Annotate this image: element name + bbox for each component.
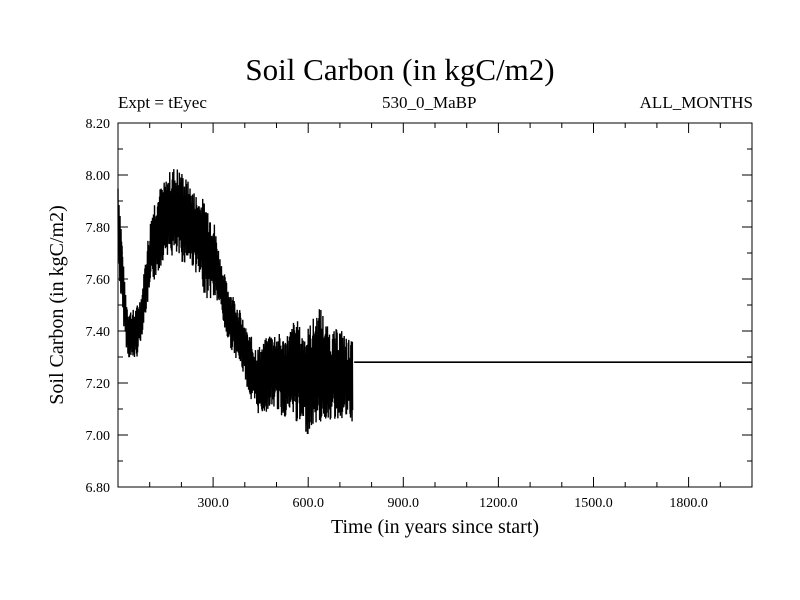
x-tick-label: 1200.0: [479, 496, 518, 511]
subtitle-months: ALL_MONTHS: [639, 93, 753, 112]
subtitle-experiment: Expt = tEyec: [118, 93, 207, 112]
y-tick-label: 8.20: [86, 117, 111, 132]
y-tick-label: 7.20: [86, 377, 111, 392]
y-tick-label: 6.80: [86, 481, 111, 496]
y-tick-label: 7.00: [86, 429, 111, 444]
y-axis-label: Soil Carbon (in kgC/m2): [46, 205, 68, 404]
subtitle-period: 530_0_MaBP: [382, 93, 477, 112]
chart-title: Soil Carbon (in kgC/m2): [245, 52, 555, 87]
x-tick-label: 600.0: [292, 496, 324, 511]
x-tick-label: 900.0: [388, 496, 420, 511]
x-tick-label: 300.0: [197, 496, 229, 511]
axis-ticks: 300.0 600.0 900.0 1200.0 1500.0 1800.0 6.80 7.0…: [86, 117, 752, 511]
plot-area: [117, 169, 752, 435]
series-line-variable: [117, 169, 354, 435]
plot-frame: [117, 122, 753, 488]
y-tick-label: 7.80: [86, 221, 111, 236]
x-tick-label: 1500.0: [574, 496, 613, 511]
x-tick-label: 1800.0: [669, 496, 708, 511]
y-tick-label: 8.00: [86, 169, 111, 184]
y-tick-label: 7.60: [86, 273, 111, 288]
x-axis-label: Time (in years since start): [331, 516, 539, 538]
y-tick-label: 7.40: [86, 325, 111, 340]
